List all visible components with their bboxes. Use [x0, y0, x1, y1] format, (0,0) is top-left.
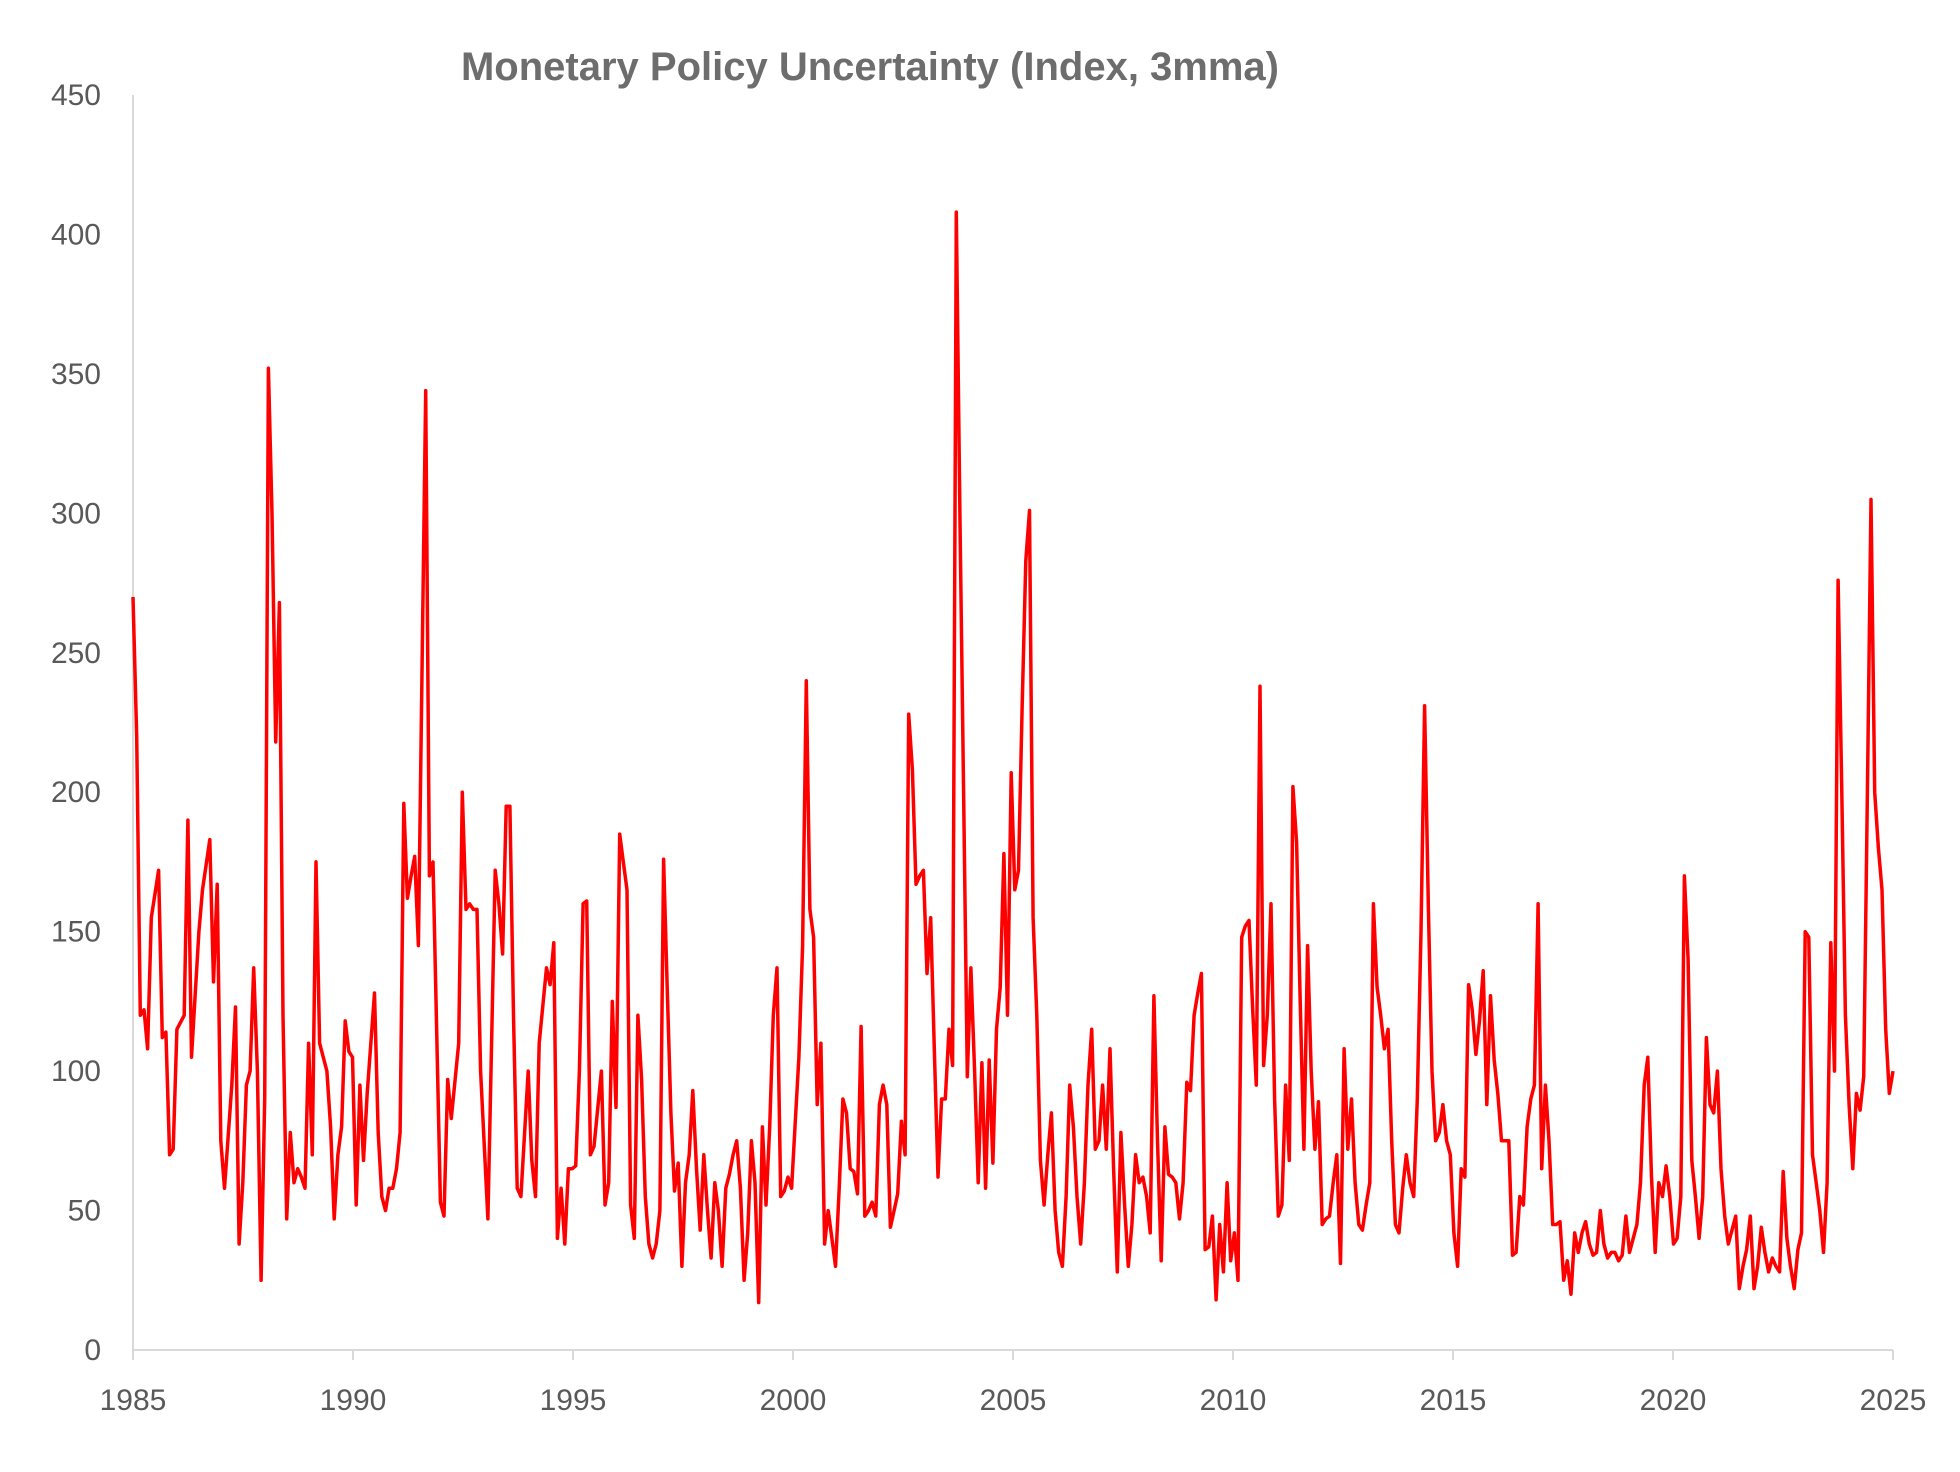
x-tick-label: 1995	[540, 1384, 607, 1417]
series-group	[131, 210, 1895, 1305]
y-tick-label: 150	[51, 916, 101, 949]
chart-title: Monetary Policy Uncertainty (Index, 3mma…	[461, 45, 1279, 89]
y-tick-label: 50	[68, 1195, 101, 1228]
y-tick-label: 300	[51, 497, 101, 530]
x-axis-ticks: 1985 1990 1995 2000 2005 2010 2015 2020 2025	[100, 1350, 1927, 1417]
x-tick-label: 2000	[760, 1384, 827, 1417]
x-tick-label: 1985	[100, 1384, 167, 1417]
x-tick-label: 2005	[980, 1384, 1047, 1417]
y-tick-label: 100	[51, 1055, 101, 1088]
x-tick-label: 2015	[1420, 1384, 1487, 1417]
y-tick-label: 200	[51, 776, 101, 809]
y-axis-ticks: 0 50 100 150 200 250 300 350 400 450	[51, 79, 101, 1367]
x-tick-label: 2010	[1200, 1384, 1267, 1417]
y-tick-label: 250	[51, 637, 101, 670]
y-tick-label: 0	[84, 1334, 101, 1367]
x-tick-label: 2020	[1640, 1384, 1707, 1417]
x-tick-label: 1990	[320, 1384, 387, 1417]
x-tick-label: 2025	[1860, 1384, 1927, 1417]
y-tick-label: 400	[51, 218, 101, 251]
series-line	[131, 210, 1895, 1305]
y-tick-label: 350	[51, 358, 101, 391]
y-tick-label: 450	[51, 79, 101, 112]
